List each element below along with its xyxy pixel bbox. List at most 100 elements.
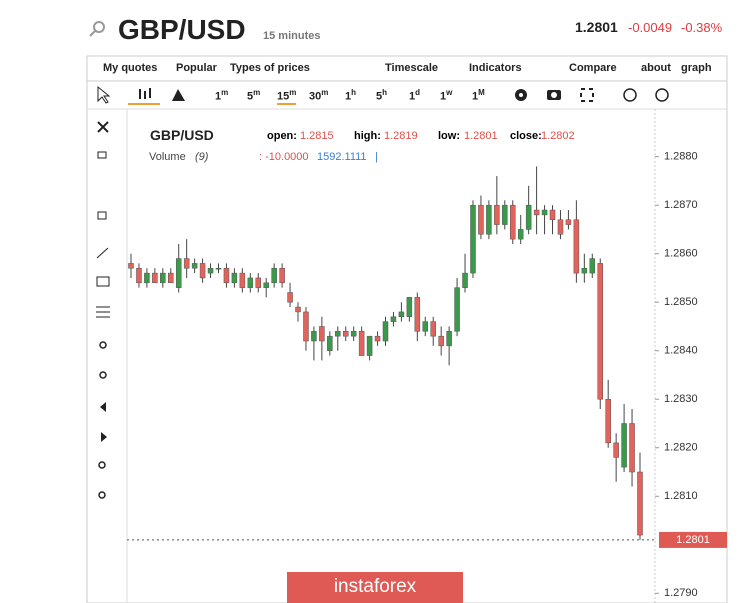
- candle-body: [366, 335, 373, 356]
- candle-body: [287, 292, 293, 303]
- legend-label: high:: [354, 130, 381, 142]
- candle-body: [597, 263, 603, 400]
- timescale-button[interactable]: 5m: [247, 88, 260, 103]
- menu-item[interactable]: about: [641, 62, 671, 74]
- menu-item[interactable]: My quotes: [103, 62, 158, 74]
- menu-item[interactable]: Popular: [176, 62, 217, 74]
- candle-body: [295, 306, 301, 313]
- price: 1.2801: [575, 19, 618, 35]
- candle-body: [160, 272, 166, 284]
- legend-value: 1.2819: [384, 130, 418, 142]
- candle-body: [454, 287, 460, 332]
- watermark-box: [287, 572, 463, 603]
- candle-body: [239, 272, 246, 288]
- timescale-button[interactable]: 5h: [376, 88, 387, 103]
- timescale-button[interactable]: 30m: [309, 88, 328, 103]
- candle-body: [128, 263, 134, 269]
- timescale-unit: h: [351, 88, 357, 97]
- candle-body: [199, 263, 206, 279]
- timescale-button[interactable]: 15m: [277, 88, 297, 105]
- timescale-unit: m: [321, 88, 329, 97]
- volume-value: 1592.1111: [317, 151, 367, 163]
- candle-body: [494, 204, 500, 225]
- legend-symbol: GBP/USD: [150, 127, 214, 143]
- change: -0.0049: [628, 20, 673, 35]
- timescale-button[interactable]: 1w: [440, 88, 452, 103]
- candle-body: [478, 204, 484, 235]
- candle-body: [486, 204, 492, 235]
- volume-separator: |: [375, 151, 378, 163]
- candle-body: [215, 267, 222, 270]
- timescale-number: 1: [409, 90, 416, 103]
- candle-body: [207, 267, 214, 274]
- candle-body: [517, 229, 524, 240]
- candle-body: [414, 297, 421, 332]
- candle-body: [470, 204, 476, 274]
- timescale-unit: w: [446, 88, 453, 97]
- y-tick-label: 1.2790: [664, 587, 698, 599]
- timescale-number: 1: [345, 90, 352, 103]
- search-icon: [89, 30, 96, 37]
- y-tick-label: 1.2820: [664, 442, 698, 454]
- candle-body: [231, 272, 238, 284]
- y-tick-label: 1.2830: [664, 393, 698, 405]
- menu-item[interactable]: Timescale: [385, 62, 439, 74]
- candle-body: [279, 267, 285, 284]
- timescale-unit: d: [415, 88, 421, 97]
- y-tick-label: 1.2810: [664, 490, 698, 502]
- y-tick-label: 1.2840: [664, 345, 698, 357]
- candle-body: [319, 326, 325, 342]
- search-icon[interactable]: [93, 21, 105, 33]
- timescale-number: 1: [472, 90, 479, 103]
- candle-body: [613, 442, 619, 458]
- timescale-unit: m: [221, 88, 229, 97]
- y-tick-label: 1.2880: [664, 151, 698, 163]
- volume-period: (9): [195, 151, 209, 163]
- candle-body: [327, 335, 333, 351]
- candle-body: [183, 258, 190, 269]
- candle-body: [223, 267, 230, 284]
- candle-body: [342, 331, 349, 337]
- menu-item[interactable]: graph: [681, 62, 712, 74]
- menu-item[interactable]: Compare: [569, 62, 617, 74]
- candle-body: [533, 209, 540, 216]
- candle-body: [589, 258, 596, 274]
- volume-value: : -10.0000: [259, 151, 309, 163]
- candle-body: [168, 272, 174, 284]
- change-percent: -0.38%: [681, 20, 723, 35]
- timescale-button[interactable]: 1d: [409, 88, 420, 103]
- candle-body: [629, 423, 635, 473]
- candle-body: [303, 311, 309, 342]
- timescale-unit: M: [478, 88, 485, 97]
- candle-body: [510, 204, 516, 240]
- candle-body: [637, 471, 643, 536]
- timescale-button[interactable]: 1h: [345, 88, 356, 103]
- timescale-button[interactable]: 1m: [215, 88, 228, 103]
- candle-body: [144, 272, 150, 284]
- candle-body: [335, 331, 341, 337]
- candle-body: [581, 267, 588, 274]
- candle-body: [136, 267, 142, 284]
- candle-body: [247, 277, 254, 288]
- frame: [86, 55, 728, 603]
- interval: 15 minutes: [263, 30, 321, 42]
- tool-icons[interactable]: [96, 121, 110, 499]
- y-tick-label: 1.2860: [664, 248, 698, 260]
- symbol: GBP/USD: [118, 14, 246, 45]
- menu-item[interactable]: Types of prices: [230, 62, 310, 74]
- candle-body: [438, 335, 444, 347]
- candle-body: [549, 209, 556, 220]
- timescale-number: 5: [247, 90, 254, 103]
- candle-body: [398, 311, 405, 318]
- timescale-number: 1: [215, 90, 222, 103]
- toolbar-icons[interactable]: [97, 85, 669, 105]
- candle-body: [541, 209, 548, 216]
- watermark: instaforex: [334, 576, 417, 597]
- timescale-button[interactable]: 1M: [472, 88, 485, 103]
- candle-body: [191, 263, 198, 269]
- menu-item[interactable]: Indicators: [469, 62, 522, 74]
- candle-body: [255, 277, 261, 288]
- timescale-number: 5: [376, 90, 383, 103]
- volume-label: Volume: [149, 151, 186, 163]
- y-tick-label: 1.2850: [664, 296, 698, 308]
